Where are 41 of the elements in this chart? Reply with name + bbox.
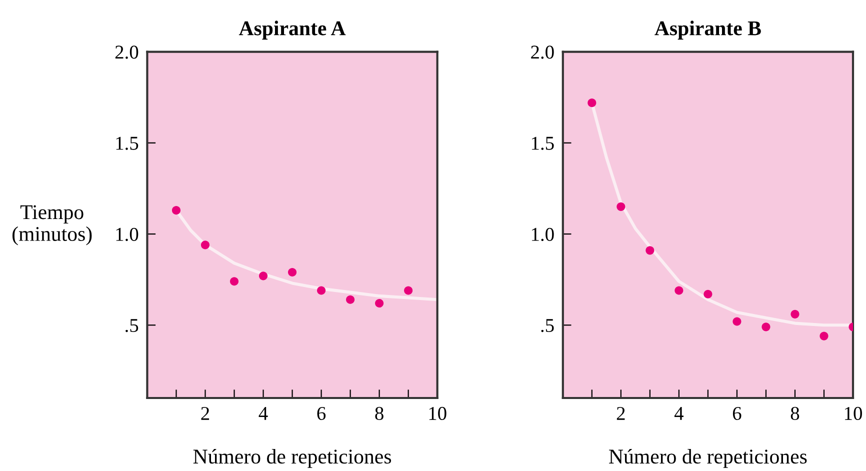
point [288, 268, 297, 277]
x-tick-label: 4 [258, 407, 268, 420]
point [790, 310, 800, 318]
point [346, 295, 355, 304]
point [704, 290, 712, 298]
point [172, 206, 181, 215]
point [258, 272, 268, 280]
x-tick-label: 8 [790, 406, 800, 420]
point [820, 332, 828, 340]
x-axis-title: Número de repeticiones [609, 448, 807, 468]
x-tick-label: 10 [845, 406, 862, 420]
x-tick-label: 10 [429, 406, 446, 420]
point [375, 298, 384, 308]
x-tick-label: 8 [375, 406, 384, 420]
point [762, 322, 770, 332]
y-tick-label: 1.0 [116, 228, 138, 242]
point [646, 246, 654, 255]
point [616, 202, 626, 211]
point [404, 286, 413, 295]
x-tick-label: 2 [201, 406, 210, 420]
point [200, 240, 210, 250]
y-axis-title: Tiempo (minutos) [12, 205, 92, 246]
x-tick-label: 4 [674, 407, 684, 420]
y-tick-label: 1.0 [532, 228, 554, 242]
chart-title: Aspirante B [654, 20, 761, 40]
chart-title: Aspirante A [238, 20, 346, 40]
x-tick-label: 6 [732, 406, 742, 420]
y-tick-label: 1.5 [116, 136, 138, 150]
point [732, 317, 742, 326]
y-tick-label: .5 [541, 319, 554, 332]
y-tick-label: .5 [126, 319, 138, 332]
y-tick-label: 1.5 [532, 136, 554, 150]
x-tick-label: 6 [317, 406, 326, 420]
point [674, 286, 684, 295]
point [588, 98, 596, 108]
y-tick-label: 2.0 [531, 46, 554, 59]
x-tick-label: 2 [616, 406, 625, 420]
x-axis-title: Número de repeticiones [193, 448, 392, 468]
point [317, 286, 326, 295]
y-tick-label: 2.0 [115, 46, 138, 59]
point [230, 277, 239, 286]
